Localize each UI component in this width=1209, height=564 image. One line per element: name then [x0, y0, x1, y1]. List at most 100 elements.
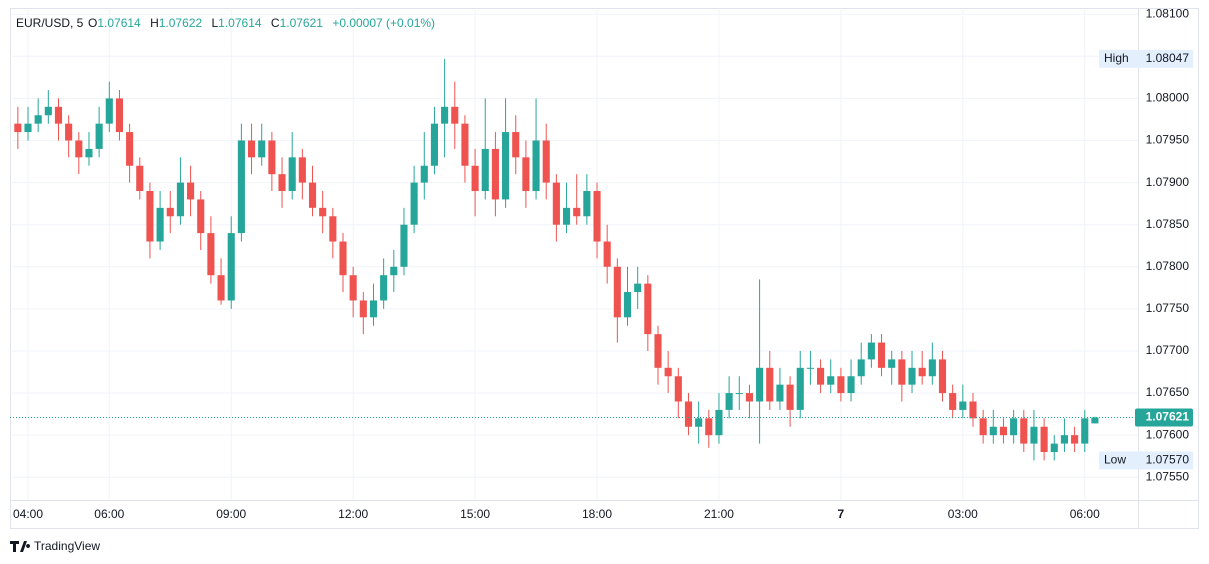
candle-body [197, 199, 205, 234]
candle-body [298, 157, 306, 183]
candle-body [339, 241, 347, 276]
candle-body [756, 367, 764, 402]
candle-body [65, 123, 73, 141]
candle-body [95, 123, 103, 149]
candle-body [969, 401, 977, 419]
candle-body [105, 98, 113, 124]
y-tick-label: 1.08100 [1146, 6, 1190, 20]
x-tick-label: 03:00 [948, 507, 978, 521]
candle-body [857, 359, 865, 377]
candle-body [390, 266, 398, 276]
candle-body [928, 359, 936, 377]
candle-body [634, 283, 642, 293]
x-tick-label: 06:00 [1070, 507, 1100, 521]
candle-body [268, 140, 276, 175]
candle-body [1091, 417, 1099, 424]
legend-header: EUR/USD, 5 O1.07614 H1.07622 L1.07614 C1… [16, 16, 435, 30]
candle-body [1060, 435, 1068, 444]
candle-body [329, 216, 337, 242]
overlay: 1.081001.080501.080001.079501.079001.078… [10, 6, 1193, 521]
candle-body [44, 106, 52, 116]
o-value: 1.07614 [97, 16, 141, 30]
o-label: O [88, 16, 97, 30]
x-tick-label: 18:00 [582, 507, 612, 521]
candle-body [54, 106, 63, 124]
x-tick-label: 12:00 [338, 507, 368, 521]
x-tick-label: 09:00 [216, 507, 246, 521]
brand: TradingView [10, 539, 100, 553]
candle-body [542, 140, 550, 183]
c-label: C [271, 16, 280, 30]
candle-body [278, 174, 286, 192]
candle-body [684, 401, 693, 427]
candle-body [796, 367, 804, 410]
candle-body [949, 393, 957, 410]
candle-body [258, 140, 266, 158]
candle-body [654, 334, 662, 368]
y-tick-label: 1.08000 [1146, 91, 1190, 105]
candle-body [695, 418, 703, 427]
candle-body [999, 426, 1008, 436]
c-value: 1.07621 [280, 16, 324, 30]
x-tick-label: 21:00 [704, 507, 734, 521]
candle-body [502, 132, 510, 200]
candle-body [481, 148, 489, 192]
grid [10, 10, 1138, 500]
candle-body [1050, 443, 1058, 453]
candle-body [837, 376, 845, 394]
candle-body [288, 157, 296, 192]
candle-body [217, 275, 225, 301]
candle-body [187, 182, 195, 200]
candle-body [959, 401, 967, 410]
candle-body [573, 207, 581, 217]
y-tick-label: 1.07950 [1146, 133, 1190, 147]
marker-name: Low [1104, 453, 1126, 467]
marker-value: 1.07570 [1146, 453, 1190, 467]
candle-body [908, 367, 916, 385]
candle-body [664, 367, 672, 377]
h-value: 1.07622 [159, 16, 203, 30]
candle-body [989, 426, 997, 436]
candle-body [146, 191, 154, 242]
candle-body [512, 132, 520, 158]
candle-body [593, 191, 601, 242]
candle-body [430, 123, 439, 166]
candle-body [867, 342, 875, 360]
candle-body [451, 106, 459, 124]
candle-body [877, 342, 886, 368]
symbol: EUR/USD, 5 [16, 16, 84, 30]
l-label: L [211, 16, 218, 30]
candle-body [674, 376, 682, 402]
y-tick-label: 1.07650 [1146, 385, 1190, 399]
candle-body [24, 123, 32, 133]
frame [10, 8, 1199, 529]
marker-value: 1.08047 [1146, 51, 1190, 65]
x-tick-label: 06:00 [94, 507, 124, 521]
candle-body [126, 132, 134, 166]
candle-body [918, 367, 926, 377]
candle-body [491, 148, 499, 200]
last-price-tag [1135, 408, 1193, 427]
candle-body [227, 233, 235, 301]
candle-body [898, 359, 906, 385]
candle-body [786, 384, 794, 410]
candle-body [705, 418, 713, 436]
candle-body [471, 165, 479, 192]
candle-body [85, 148, 93, 158]
candle-body [735, 393, 743, 395]
candle-body [308, 182, 317, 208]
candle-body [562, 207, 571, 225]
ohlc-values: O1.07614 H1.07622 L1.07614 C1.07621 +0.0… [88, 16, 435, 30]
candle-body [806, 367, 814, 369]
candle-body [461, 123, 469, 166]
candle-body [1040, 426, 1048, 453]
brand-name: TradingView [34, 539, 100, 553]
marker-tag [1099, 451, 1193, 470]
candle-body [715, 409, 723, 436]
h-label: H [150, 16, 159, 30]
l-value: 1.07614 [218, 16, 262, 30]
candle-body [410, 182, 418, 225]
y-tick-label: 1.07800 [1146, 259, 1190, 273]
candle-body [166, 207, 174, 217]
